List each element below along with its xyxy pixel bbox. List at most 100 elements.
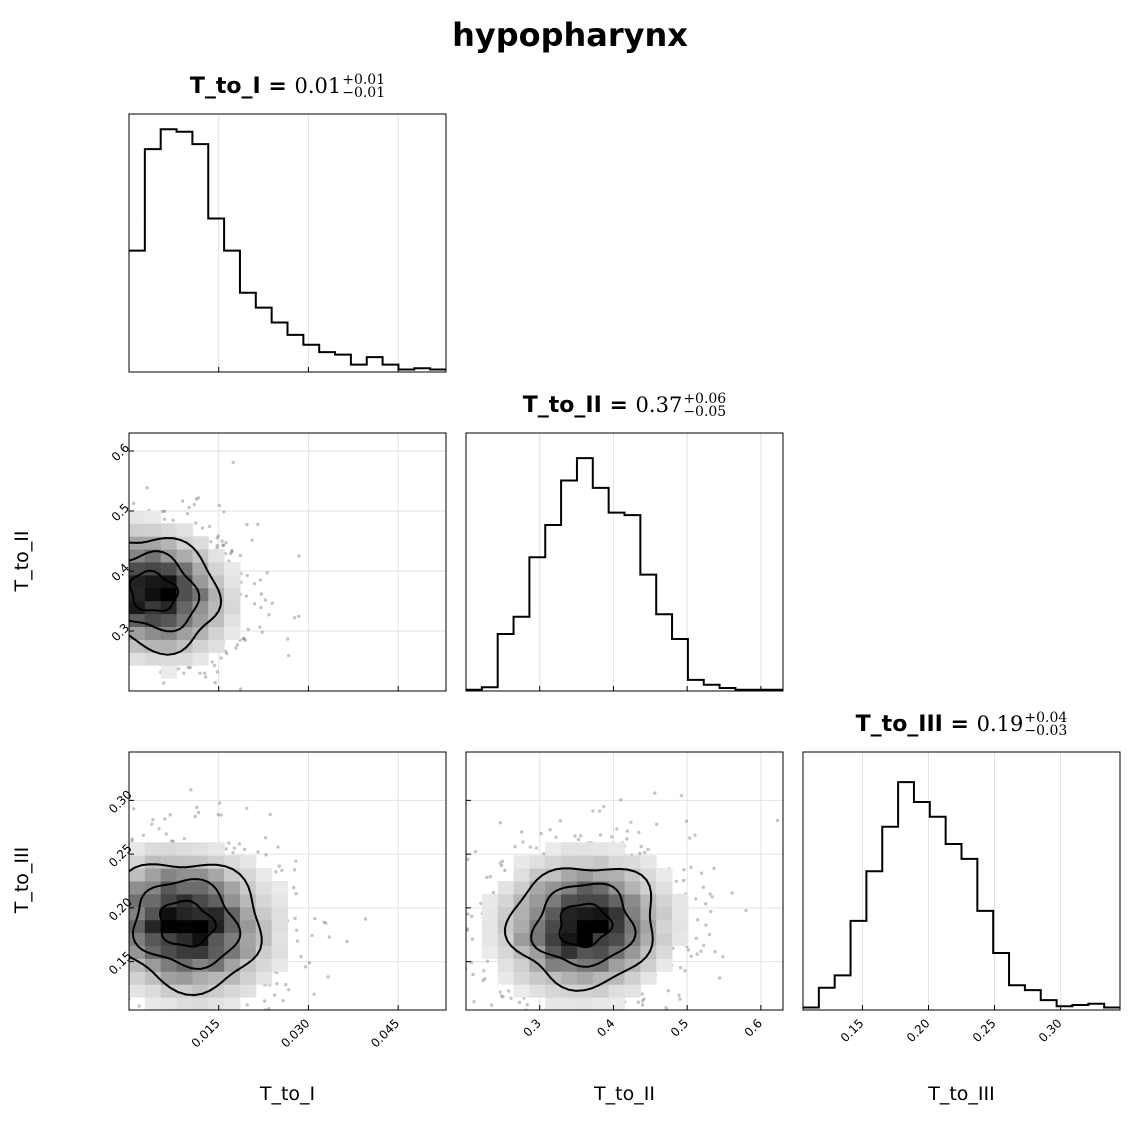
- sample-point: [234, 646, 238, 650]
- density-cell: [592, 958, 610, 972]
- density-cell: [672, 932, 689, 946]
- sample-point: [51, 583, 54, 586]
- sample-point: [312, 992, 316, 996]
- density-cell: [208, 613, 225, 627]
- density-cell: [672, 919, 689, 934]
- density-cell: [561, 842, 578, 856]
- sample-point: [223, 1036, 226, 1039]
- sample-point: [163, 509, 167, 514]
- density-cell: [176, 945, 193, 959]
- sample-point: [694, 897, 698, 901]
- sample-point: [744, 908, 748, 913]
- sample-point: [171, 518, 175, 523]
- density-cell: [576, 932, 594, 946]
- sample-point: [189, 788, 193, 792]
- sample-point: [76, 925, 79, 928]
- density-cell: [224, 906, 241, 921]
- density-cell: [208, 549, 225, 563]
- sample-point: [169, 839, 174, 843]
- axes-frame: [128, 751, 447, 1011]
- sample-point: [87, 640, 90, 643]
- param-plus: +0.06: [683, 391, 727, 407]
- sample-point: [671, 1071, 674, 1074]
- sample-point: [95, 949, 98, 952]
- density-cell: [640, 868, 657, 882]
- sample-point: [296, 614, 301, 619]
- sample-point: [221, 1034, 224, 1037]
- density-cell: [224, 626, 241, 640]
- sample-point: [35, 529, 38, 532]
- sample-point: [113, 842, 116, 845]
- sample-point: [245, 573, 249, 578]
- sample-point: [295, 939, 300, 943]
- sample-point: [287, 653, 291, 658]
- sample-point: [293, 916, 297, 921]
- sample-point: [245, 1003, 249, 1007]
- sample-point: [178, 1025, 181, 1028]
- sample-point: [291, 885, 296, 890]
- density-cell: [176, 549, 193, 563]
- sample-point: [49, 510, 52, 513]
- density-cell: [224, 945, 241, 959]
- x-tick-label: 0.4: [594, 1016, 617, 1039]
- sample-point: [224, 847, 228, 851]
- density-cell: [561, 919, 578, 934]
- sample-point: [62, 605, 65, 608]
- sample-point: [117, 995, 120, 998]
- density-cell: [144, 971, 162, 985]
- sample-point: [72, 883, 75, 886]
- sample-point: [498, 861, 502, 865]
- density-cell: [144, 652, 162, 666]
- sample-point: [263, 598, 268, 602]
- density-cell: [144, 893, 162, 908]
- density-cell: [561, 997, 578, 1010]
- density-cell: [160, 906, 178, 921]
- density-cell: [529, 881, 546, 895]
- sample-point: [503, 1026, 506, 1029]
- sample-point: [695, 952, 699, 956]
- sample-point: [310, 933, 314, 938]
- sample-point: [62, 911, 65, 914]
- sample-point: [118, 820, 121, 823]
- sample-point: [708, 892, 712, 896]
- density-cell: [545, 945, 562, 959]
- sample-point: [488, 875, 492, 879]
- density-cell: [192, 919, 209, 934]
- sample-point: [172, 1022, 175, 1025]
- density-cell: [144, 997, 162, 1010]
- sample-point: [619, 798, 623, 802]
- sample-point: [539, 1043, 542, 1046]
- sample-point: [4, 1006, 7, 1009]
- sample-point: [500, 859, 505, 863]
- sample-point: [292, 616, 297, 620]
- sample-point: [220, 539, 224, 543]
- sample-point: [688, 836, 692, 840]
- sample-point: [49, 594, 52, 597]
- density-cell: [624, 932, 641, 946]
- sample-point: [31, 609, 34, 612]
- sample-point: [682, 868, 686, 872]
- sample-point: [654, 822, 659, 827]
- sample-point: [482, 969, 486, 973]
- density-cell: [608, 855, 625, 869]
- sample-point: [139, 1015, 142, 1018]
- sample-point: [53, 581, 56, 584]
- sample-point: [57, 937, 60, 940]
- sample-point: [652, 791, 657, 795]
- sample-point: [71, 508, 74, 511]
- density-cell: [561, 971, 578, 985]
- density-cell: [608, 906, 625, 921]
- sample-point: [256, 522, 260, 527]
- density-cell: [640, 958, 657, 972]
- density-cell: [529, 945, 546, 959]
- sample-point: [45, 528, 48, 531]
- axes-frame: [128, 113, 447, 373]
- sample-point: [18, 995, 21, 998]
- sample-point: [185, 511, 190, 516]
- density-cell: [608, 881, 625, 895]
- density-cell: [224, 893, 241, 908]
- density-cell: [160, 639, 178, 653]
- density-cell: [608, 958, 625, 972]
- density-cell: [608, 997, 625, 1010]
- sample-point: [642, 850, 647, 855]
